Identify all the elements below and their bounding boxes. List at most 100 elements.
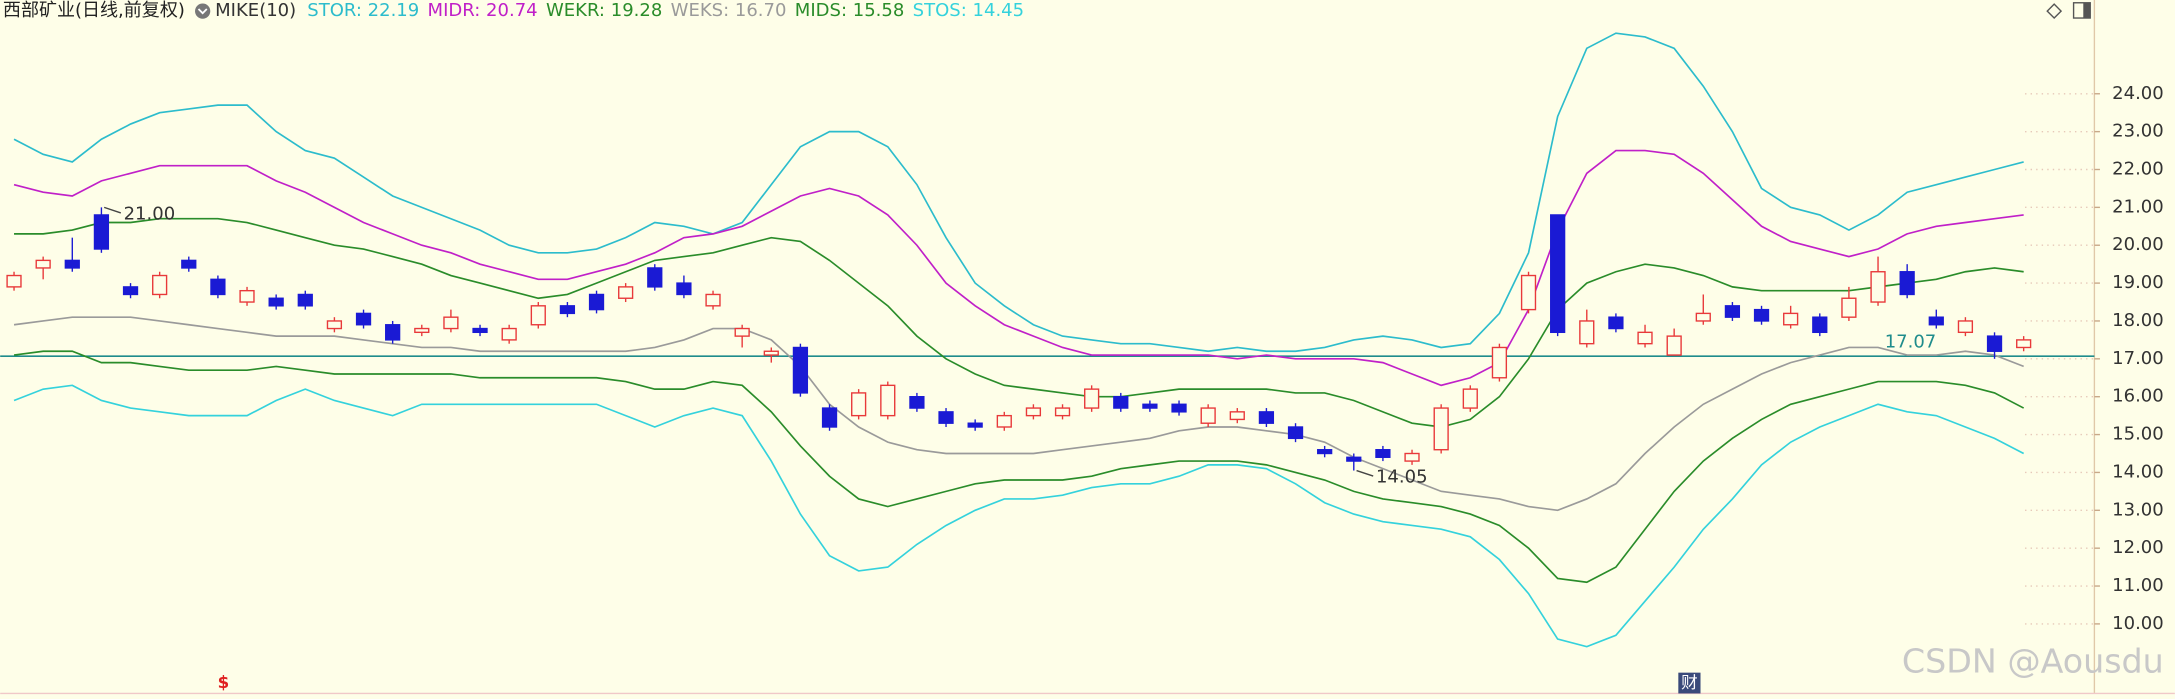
candle-body [1695,312,1711,322]
y-tick-label: 12.00 [2112,537,2164,558]
candle-body [93,214,110,250]
candle-body [1200,407,1216,424]
candle-body [2016,339,2032,349]
candle-body [414,327,430,334]
candle-body [64,259,80,269]
y-tick-label: 24.00 [2112,83,2164,104]
candle-body [1812,316,1828,334]
indicator-name: MIKE(10) [215,0,296,21]
candle-body [1287,426,1304,440]
candle-body [530,305,546,326]
candle-body [152,274,168,296]
y-tick-label: 16.00 [2112,386,2164,407]
candle-body [1346,456,1362,462]
y-tick-label: 22.00 [2112,158,2164,179]
bottom-marker-box [1678,672,1701,694]
header: 西部矿业(日线,前复权) MIKE(10) STOR: 22.19 MIDR: 2… [3,0,1024,21]
candle-body [851,392,867,417]
candle-body [6,274,22,288]
indicator-line [13,316,2024,512]
candle-body [763,350,779,356]
candle-body [1317,449,1333,455]
candle-body [996,414,1012,428]
candle-body [1666,335,1682,356]
candle-body [1637,331,1653,345]
candle-body [1171,403,1187,413]
candle-body [1054,407,1071,417]
candle-body [1870,271,1886,303]
candle-body [1753,308,1770,322]
reference-label: 17.07 [1885,331,1937,352]
indicator-line [13,149,2024,387]
high-pointer [103,206,122,214]
legend-entry: MIDR: 20.74 [428,0,538,21]
candle-body [385,324,401,341]
candle-body [1025,407,1042,417]
y-tick-label: 20.00 [2112,234,2164,255]
y-tick-label: 13.00 [2112,499,2164,520]
menu-icon[interactable] [195,3,211,19]
candle-body [1084,388,1100,409]
candle-body [1462,388,1478,409]
watermark: CSDN @Aousdu [1902,641,2164,680]
bottom-marker: $ [218,673,230,692]
candle-body [1841,297,1857,318]
candle-body [1986,335,2003,352]
candle-body [1491,346,1508,379]
y-tick-label: 18.00 [2112,310,2164,331]
indicator-line [13,384,2025,648]
legend-entry: MIDS: 15.58 [795,0,905,21]
chart-title: 西部矿业(日线,前复权) [3,0,185,21]
plot: 10.00 11.00 12.00 13.00 14.00 15.00 16.00 17.00… [0,32,2164,694]
candle-body [1404,452,1420,462]
candle-body [1258,411,1275,424]
candle-body [1142,403,1158,409]
legend-entry: WEKS: 16.70 [671,0,787,21]
candle-body [792,346,809,394]
candle-body [210,278,226,296]
candle-body [35,259,51,269]
y-tick-label: 17.00 [2112,348,2164,369]
candle-body [326,320,343,330]
candle-body [1520,274,1537,311]
panel-icon-fill [2083,2,2091,19]
candle-body [181,259,197,269]
candle-body [297,293,313,307]
candle-body [1608,316,1624,330]
indicator-line [14,217,2024,428]
legend-entry: WEKR: 19.28 [546,0,662,21]
candle-body [647,267,663,288]
y-tick-label: 10.00 [2112,613,2164,634]
candle-body [909,396,925,409]
candle-body [618,286,634,299]
candle-body [967,422,983,428]
y-tick-label: 14.00 [2112,461,2164,482]
y-tick-label: 11.00 [2112,575,2164,596]
candle-body [938,411,954,424]
candle-body [880,384,896,417]
candle-body [1783,312,1799,326]
candle-body [1229,411,1245,421]
indicator-line [13,32,2024,353]
candle-body [472,327,488,334]
legend-entry: STOR: 22.19 [307,0,419,21]
candle-body [122,286,139,296]
y-tick-label: 23.00 [2112,121,2164,142]
diamond-icon[interactable] [2046,3,2063,20]
candle-body [1928,316,1944,326]
candle-body [1113,396,1129,409]
candle-body [821,407,838,428]
candle-body [1375,449,1391,458]
candle-body [588,293,605,311]
candle-body [355,312,372,326]
candle-body [1957,320,1974,334]
high-label: 21.00 [124,203,176,224]
candle-body [1899,271,1915,296]
candle-body [501,327,517,341]
legend-entry: STOS: 14.45 [913,0,1024,21]
candle-body [734,327,750,337]
low-label: 14.05 [1376,466,1428,487]
